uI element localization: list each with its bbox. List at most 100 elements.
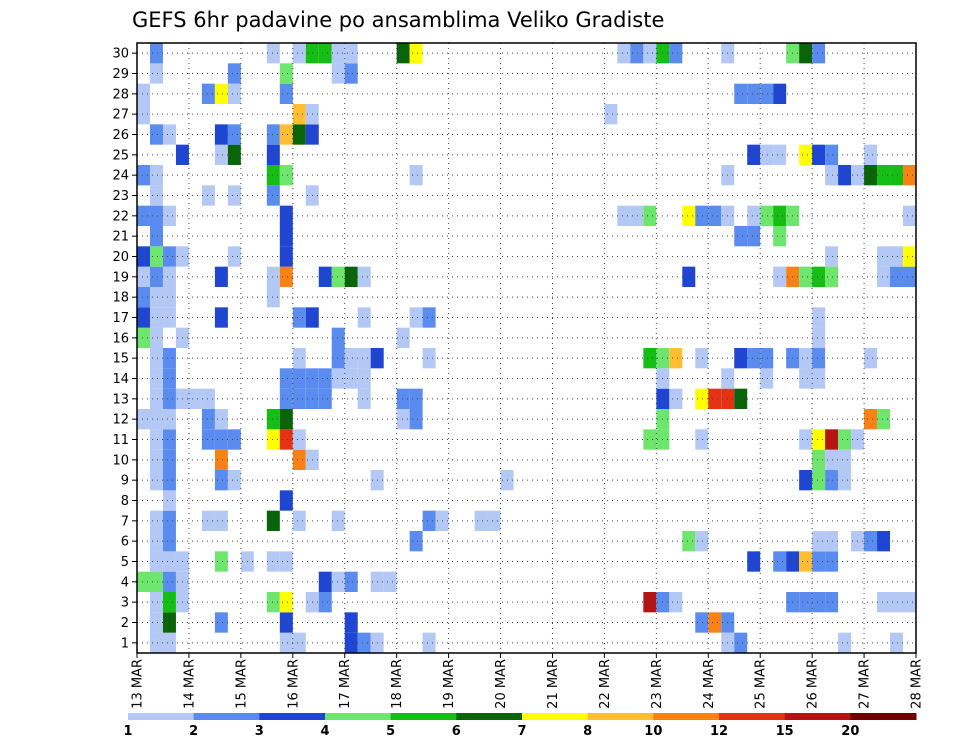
heatmap-cell <box>825 551 839 572</box>
heatmap-cell <box>682 266 696 287</box>
heatmap-cell <box>331 348 345 369</box>
heatmap-cell <box>279 490 293 511</box>
heatmap-cell <box>162 470 176 491</box>
colorbar-label: 3 <box>255 724 264 739</box>
y-tick-label: 19 <box>112 270 129 285</box>
heatmap-cell <box>695 388 709 409</box>
heatmap-cell <box>137 409 150 430</box>
heatmap-cell <box>162 429 176 450</box>
heatmap-cell <box>162 449 176 470</box>
heatmap-cell <box>162 246 176 267</box>
heatmap-cell <box>812 449 826 470</box>
heatmap-cell <box>279 592 293 613</box>
heatmap-cell <box>149 510 163 531</box>
heatmap-cell <box>162 612 176 633</box>
heatmap-cell <box>292 449 306 470</box>
heatmap-cell <box>149 266 163 287</box>
colorbar-label: 2 <box>189 724 198 739</box>
heatmap-cell <box>877 266 891 287</box>
heatmap-cell <box>669 348 683 369</box>
x-tick-label: 13 MAR <box>131 659 146 709</box>
x-tick-label: 15 MAR <box>234 659 249 709</box>
heatmap-cell <box>773 226 787 247</box>
heatmap-cell <box>137 246 150 267</box>
heatmap-cell <box>149 449 163 470</box>
heatmap-cell <box>396 388 410 409</box>
heatmap-cell <box>773 205 787 226</box>
heatmap-cell <box>266 287 280 308</box>
heatmap-cell <box>799 429 813 450</box>
heatmap-cell <box>162 510 176 531</box>
heatmap-cell <box>162 205 176 226</box>
heatmap-cell <box>344 571 358 592</box>
heatmap-cell <box>279 226 293 247</box>
heatmap-cell <box>149 348 163 369</box>
heatmap-cell <box>617 205 631 226</box>
heatmap-cell <box>266 165 280 186</box>
x-tick-label: 20 MAR <box>494 659 509 709</box>
heatmap-cell <box>357 266 371 287</box>
heatmap-cell <box>760 348 774 369</box>
heatmap-cell <box>838 429 852 450</box>
heatmap-cell <box>331 510 345 531</box>
heatmap-cell <box>149 409 163 430</box>
heatmap-cell <box>812 327 826 348</box>
heatmap-cell <box>137 307 150 328</box>
colorbar-swatch <box>128 713 195 720</box>
heatmap-cell <box>292 510 306 531</box>
heatmap-cell <box>279 246 293 267</box>
colorbar-label: 6 <box>452 724 461 739</box>
heatmap-cell <box>812 470 826 491</box>
heatmap-cell <box>162 388 176 409</box>
heatmap-cell <box>149 165 163 186</box>
heatmap-cell <box>344 266 358 287</box>
colorbar-swatch <box>259 713 326 720</box>
y-tick-label: 8 <box>121 494 129 509</box>
heatmap-cell <box>903 266 916 287</box>
y-tick-label: 17 <box>112 311 129 326</box>
heatmap-cell <box>864 348 878 369</box>
heatmap-cell <box>409 165 423 186</box>
colorbar-swatch <box>456 713 523 720</box>
heatmap-cell <box>864 409 878 430</box>
heatmap-cell <box>630 205 644 226</box>
heatmap-cell <box>201 388 215 409</box>
heatmap-cell <box>617 43 631 64</box>
heatmap-cell <box>799 266 813 287</box>
heatmap-cell <box>344 348 358 369</box>
heatmap-cell <box>214 612 228 633</box>
heatmap-cell <box>201 510 215 531</box>
y-tick-label: 18 <box>112 291 129 306</box>
heatmap-cell <box>838 165 852 186</box>
heatmap-cell <box>137 104 150 125</box>
colorbar-swatch <box>193 713 260 720</box>
heatmap-cell <box>799 470 813 491</box>
x-tick-label: 21 MAR <box>546 659 561 709</box>
heatmap-cell <box>162 307 176 328</box>
heatmap-cell <box>137 287 150 308</box>
y-tick-label: 1 <box>121 636 129 651</box>
heatmap-cell <box>890 632 904 653</box>
heatmap-cell <box>695 205 709 226</box>
heatmap-cell <box>162 409 176 430</box>
heatmap-cell <box>227 185 241 206</box>
heatmap-cell <box>734 388 748 409</box>
heatmap-cell <box>838 632 852 653</box>
y-tick-label: 3 <box>121 596 129 611</box>
heatmap-cell <box>812 368 826 389</box>
heatmap-cell <box>799 43 813 64</box>
heatmap-cells <box>137 43 916 653</box>
heatmap-cell <box>292 632 306 653</box>
y-tick-label: 30 <box>112 47 129 62</box>
y-tick-label: 26 <box>112 128 129 143</box>
heatmap-cell <box>708 388 722 409</box>
heatmap-cell <box>799 551 813 572</box>
heatmap-cell <box>474 510 488 531</box>
heatmap-cell <box>864 144 878 165</box>
heatmap-cell <box>825 449 839 470</box>
heatmap-cell <box>214 449 228 470</box>
heatmap-cell <box>214 144 228 165</box>
heatmap-cell <box>825 592 839 613</box>
heatmap-cell <box>604 104 618 125</box>
heatmap-cell <box>799 368 813 389</box>
